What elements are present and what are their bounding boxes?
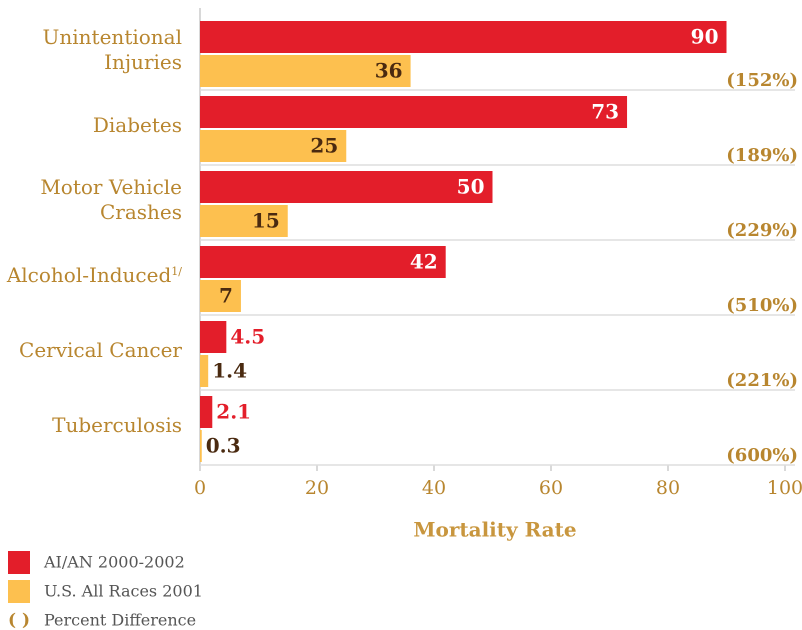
bar: [200, 21, 727, 53]
bar: [200, 430, 202, 462]
legend-swatch: [8, 551, 30, 574]
legend-label: AI/AN 2000-2002: [43, 553, 185, 572]
category-text: Tuberculosis: [52, 412, 182, 437]
percent-difference: (600%): [726, 445, 798, 466]
category-text: Motor Vehicle Crashes: [40, 175, 182, 224]
x-tick-label: 0: [194, 477, 206, 499]
legend-symbol: ( ): [8, 611, 30, 630]
x-tick-label: 60: [539, 477, 563, 499]
x-tick-label: 20: [305, 477, 329, 499]
bar: [200, 96, 628, 128]
category-label: Alcohol-Induced1/: [7, 263, 182, 288]
value-label: 42: [410, 250, 438, 274]
x-tick-label: 40: [422, 477, 446, 499]
legend-swatch: [8, 580, 30, 603]
percent-difference: (221%): [726, 370, 798, 391]
percent-difference: (229%): [726, 220, 798, 241]
category-label: Diabetes: [93, 113, 182, 138]
category-text: Diabetes: [92, 112, 182, 137]
value-label: 50: [457, 175, 485, 199]
value-label: 1.4: [212, 359, 247, 383]
category-label: Unintentional Injuries: [43, 25, 182, 75]
percent-difference: (189%): [726, 145, 798, 166]
x-tick-label: 80: [656, 477, 680, 499]
category-label: Tuberculosis: [52, 413, 182, 438]
category-text: Alcohol-Induced: [6, 262, 172, 287]
percent-difference: (152%): [726, 70, 798, 91]
bar: [200, 130, 347, 162]
footnote-mark: 1/: [171, 264, 182, 278]
bar: [200, 396, 213, 428]
bar: [200, 280, 241, 312]
value-label: 7: [219, 284, 233, 308]
bar: [200, 321, 227, 353]
category-text: Cervical Cancer: [19, 337, 182, 362]
value-label: 0.3: [206, 434, 241, 458]
bar: [200, 55, 411, 87]
category-label: Cervical Cancer: [19, 338, 182, 363]
value-label: 4.5: [230, 325, 265, 349]
bar: [200, 171, 493, 203]
value-label: 90: [691, 25, 719, 49]
bar: [200, 246, 446, 278]
value-label: 15: [252, 209, 280, 233]
bar: [200, 355, 209, 387]
x-axis-title: Mortality Rate: [413, 518, 576, 542]
value-label: 36: [375, 59, 403, 83]
category-text: Unintentional Injuries: [42, 25, 182, 74]
x-tick-label: 100: [767, 477, 802, 499]
value-label: 73: [591, 100, 619, 124]
category-label: Motor Vehicle Crashes: [40, 175, 182, 225]
percent-difference: (510%): [726, 295, 798, 316]
bar: [200, 205, 288, 237]
value-label: 2.1: [216, 400, 251, 424]
legend-label: Percent Difference: [44, 611, 196, 630]
value-label: 25: [310, 134, 338, 158]
legend-label: U.S. All Races 2001: [44, 582, 203, 601]
